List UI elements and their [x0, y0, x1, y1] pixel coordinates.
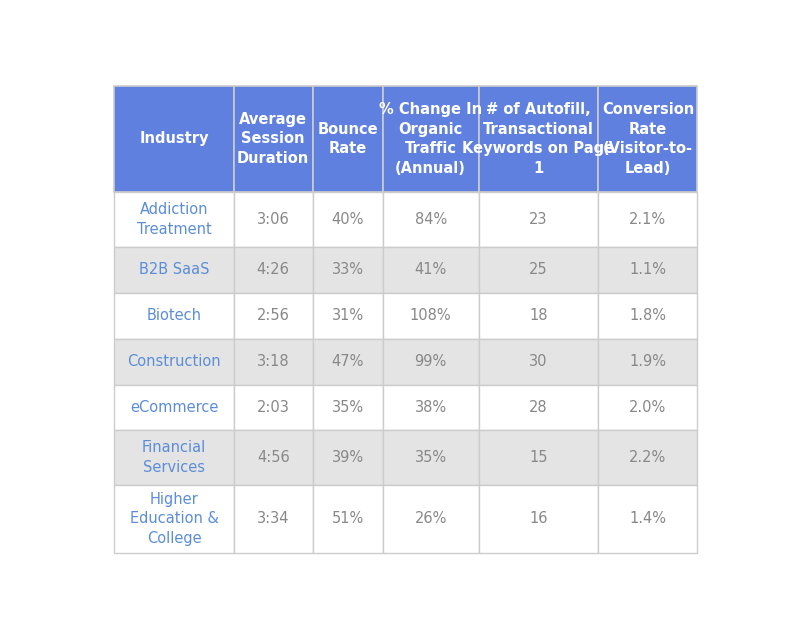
Bar: [234, 384, 313, 430]
Bar: [313, 384, 383, 430]
Bar: [479, 192, 598, 247]
Text: 2:56: 2:56: [257, 308, 290, 324]
Text: eCommerce: eCommerce: [130, 400, 219, 415]
Bar: [383, 85, 479, 192]
Bar: [313, 85, 383, 192]
Text: 1.1%: 1.1%: [630, 262, 666, 277]
Text: 99%: 99%: [414, 354, 447, 369]
Bar: [598, 85, 698, 192]
Bar: [383, 339, 479, 384]
Text: 2.1%: 2.1%: [630, 212, 666, 227]
Text: 35%: 35%: [415, 450, 447, 465]
Bar: [313, 192, 383, 247]
Bar: [383, 485, 479, 553]
Bar: [479, 247, 598, 293]
Bar: [313, 485, 383, 553]
Text: 3:34: 3:34: [257, 511, 290, 526]
Bar: [114, 293, 234, 339]
Text: Higher
Education &
College: Higher Education & College: [130, 492, 219, 546]
Bar: [479, 85, 598, 192]
Bar: [234, 247, 313, 293]
Bar: [479, 339, 598, 384]
Text: Industry: Industry: [139, 131, 209, 147]
Text: 84%: 84%: [414, 212, 447, 227]
Text: 2.0%: 2.0%: [630, 400, 667, 415]
Text: Construction: Construction: [128, 354, 221, 369]
Text: 47%: 47%: [331, 354, 364, 369]
Bar: [313, 293, 383, 339]
Bar: [114, 430, 234, 485]
Bar: [598, 247, 698, 293]
Text: 1.8%: 1.8%: [630, 308, 666, 324]
Text: 28: 28: [529, 400, 548, 415]
Text: 3:06: 3:06: [257, 212, 290, 227]
Bar: [234, 430, 313, 485]
Text: 31%: 31%: [332, 308, 364, 324]
Text: # of Autofill,
Transactional
Keywords on Page
1: # of Autofill, Transactional Keywords on…: [463, 102, 615, 176]
Text: 25: 25: [529, 262, 548, 277]
Text: Financial
Services: Financial Services: [142, 441, 206, 475]
Bar: [234, 85, 313, 192]
Bar: [234, 192, 313, 247]
Bar: [114, 85, 234, 192]
Bar: [313, 430, 383, 485]
Text: Average
Session
Duration: Average Session Duration: [237, 112, 310, 166]
Text: 3:18: 3:18: [257, 354, 290, 369]
Bar: [114, 247, 234, 293]
Bar: [234, 485, 313, 553]
Bar: [114, 384, 234, 430]
Text: 16: 16: [529, 511, 548, 526]
Bar: [479, 485, 598, 553]
Text: Addiction
Treatment: Addiction Treatment: [137, 202, 211, 237]
Text: 51%: 51%: [332, 511, 364, 526]
Text: B2B SaaS: B2B SaaS: [139, 262, 209, 277]
Bar: [383, 192, 479, 247]
Text: 4:26: 4:26: [257, 262, 290, 277]
Text: 41%: 41%: [414, 262, 447, 277]
Bar: [383, 430, 479, 485]
Text: 2:03: 2:03: [257, 400, 290, 415]
Bar: [313, 247, 383, 293]
Bar: [479, 293, 598, 339]
Text: Bounce
Rate: Bounce Rate: [318, 121, 378, 156]
Bar: [383, 247, 479, 293]
Text: 2.2%: 2.2%: [630, 450, 667, 465]
Text: 39%: 39%: [332, 450, 364, 465]
Bar: [383, 293, 479, 339]
Text: 40%: 40%: [331, 212, 364, 227]
Bar: [479, 430, 598, 485]
Text: Conversion
Rate
(Visitor-to-
Lead): Conversion Rate (Visitor-to- Lead): [602, 102, 694, 176]
Bar: [114, 192, 234, 247]
Text: Biotech: Biotech: [147, 308, 202, 324]
Text: 1.4%: 1.4%: [630, 511, 666, 526]
Bar: [114, 485, 234, 553]
Bar: [598, 430, 698, 485]
Bar: [598, 192, 698, 247]
Text: 1.9%: 1.9%: [630, 354, 666, 369]
Text: 23: 23: [529, 212, 548, 227]
Bar: [383, 384, 479, 430]
Text: 26%: 26%: [414, 511, 447, 526]
Text: 15: 15: [529, 450, 548, 465]
Bar: [313, 339, 383, 384]
Bar: [114, 339, 234, 384]
Bar: [598, 339, 698, 384]
Bar: [234, 293, 313, 339]
Bar: [598, 485, 698, 553]
Text: 108%: 108%: [410, 308, 451, 324]
Text: 30: 30: [529, 354, 548, 369]
Text: 18: 18: [529, 308, 548, 324]
Bar: [234, 339, 313, 384]
Text: 33%: 33%: [332, 262, 364, 277]
Bar: [598, 384, 698, 430]
Bar: [598, 293, 698, 339]
Text: 38%: 38%: [415, 400, 447, 415]
Bar: [479, 384, 598, 430]
Text: 35%: 35%: [332, 400, 364, 415]
Text: % Change In
Organic
Traffic
(Annual): % Change In Organic Traffic (Annual): [379, 102, 482, 176]
Text: 4:56: 4:56: [257, 450, 290, 465]
